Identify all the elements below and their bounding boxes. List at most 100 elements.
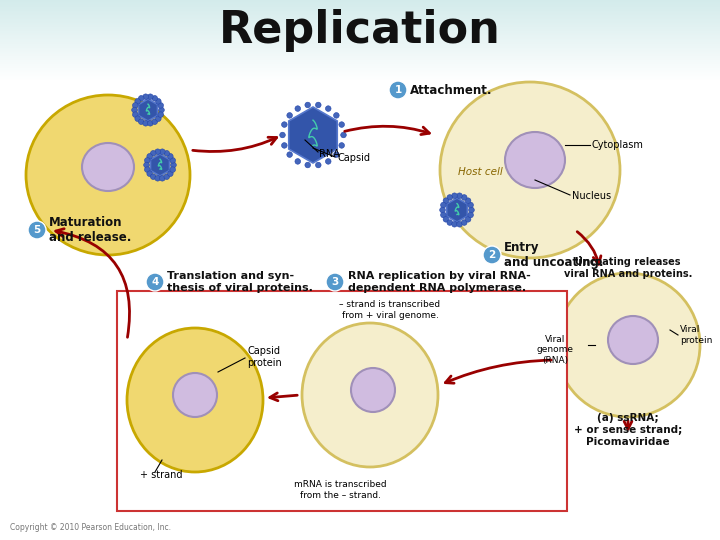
Circle shape — [469, 207, 474, 213]
Bar — [0, 11, 720, 12]
Ellipse shape — [608, 316, 658, 364]
Circle shape — [147, 171, 153, 177]
Bar — [0, 74, 720, 75]
Circle shape — [447, 194, 453, 200]
Bar — [0, 75, 720, 76]
Circle shape — [279, 132, 285, 138]
Bar — [0, 58, 720, 59]
Bar — [0, 72, 720, 73]
Bar — [0, 61, 720, 62]
Bar — [0, 76, 720, 77]
Circle shape — [152, 96, 158, 101]
Circle shape — [145, 167, 150, 172]
Bar — [0, 19, 720, 20]
Text: 4: 4 — [151, 277, 158, 287]
Circle shape — [333, 152, 339, 157]
Bar — [0, 69, 720, 70]
Circle shape — [451, 221, 457, 227]
Bar — [0, 1, 720, 2]
Bar — [0, 17, 720, 18]
Circle shape — [443, 217, 449, 222]
Circle shape — [443, 198, 449, 204]
Bar — [0, 0, 720, 1]
Circle shape — [326, 273, 344, 291]
Polygon shape — [289, 107, 337, 163]
Bar — [0, 12, 720, 13]
Bar — [0, 38, 720, 39]
Circle shape — [451, 193, 457, 199]
Text: Copyright © 2010 Pearson Education, Inc.: Copyright © 2010 Pearson Education, Inc. — [10, 523, 171, 532]
Bar — [0, 23, 720, 24]
Circle shape — [168, 153, 173, 159]
Circle shape — [148, 120, 153, 126]
Circle shape — [132, 103, 138, 108]
Circle shape — [143, 94, 148, 99]
Circle shape — [152, 119, 158, 125]
Bar — [0, 53, 720, 54]
Circle shape — [325, 106, 331, 111]
Ellipse shape — [82, 143, 134, 191]
Text: Cytoplasm: Cytoplasm — [592, 140, 644, 150]
Bar — [0, 25, 720, 26]
Circle shape — [282, 143, 287, 148]
Circle shape — [156, 98, 161, 104]
Text: 3: 3 — [331, 277, 338, 287]
Bar — [0, 10, 720, 11]
Circle shape — [147, 153, 153, 159]
Bar — [0, 28, 720, 29]
Bar — [0, 40, 720, 41]
Circle shape — [155, 149, 161, 154]
Text: Translation and syn-
thesis of viral proteins.: Translation and syn- thesis of viral pro… — [167, 271, 313, 293]
Bar — [0, 73, 720, 74]
Bar — [0, 15, 720, 16]
Bar — [0, 52, 720, 53]
Bar — [0, 2, 720, 3]
Polygon shape — [138, 99, 158, 121]
Circle shape — [143, 120, 148, 126]
Circle shape — [447, 220, 453, 225]
Circle shape — [170, 158, 176, 163]
Text: Maturation
and release.: Maturation and release. — [49, 216, 131, 244]
Bar — [0, 16, 720, 17]
Bar — [0, 27, 720, 28]
Ellipse shape — [26, 95, 190, 255]
Circle shape — [164, 151, 169, 156]
Bar — [0, 46, 720, 47]
Circle shape — [441, 202, 446, 208]
Circle shape — [333, 113, 339, 118]
Circle shape — [135, 98, 140, 104]
Text: (a) ssRNA;
+ or sense strand;
Picomaviridae: (a) ssRNA; + or sense strand; Picomaviri… — [574, 414, 682, 447]
Circle shape — [305, 162, 310, 168]
Bar — [0, 78, 720, 79]
Bar — [0, 71, 720, 72]
Ellipse shape — [127, 328, 263, 472]
FancyBboxPatch shape — [117, 291, 567, 511]
Text: RNA replication by viral RNA-
dependent RNA polymerase.: RNA replication by viral RNA- dependent … — [348, 271, 531, 293]
Circle shape — [135, 116, 140, 122]
Bar — [0, 24, 720, 25]
Bar — [0, 67, 720, 68]
Circle shape — [468, 212, 474, 218]
Circle shape — [164, 174, 169, 179]
Circle shape — [465, 198, 471, 204]
Text: – strand is transcribed
from + viral genome.: – strand is transcribed from + viral gen… — [339, 300, 441, 320]
Ellipse shape — [351, 368, 395, 412]
Circle shape — [339, 122, 344, 127]
Circle shape — [144, 162, 149, 168]
Bar — [0, 5, 720, 6]
Circle shape — [158, 107, 164, 113]
Bar — [0, 65, 720, 66]
Text: + strand: + strand — [140, 470, 182, 480]
Circle shape — [295, 106, 300, 111]
Circle shape — [132, 107, 138, 113]
Bar — [0, 56, 720, 57]
Circle shape — [456, 193, 462, 199]
Bar — [0, 45, 720, 46]
Polygon shape — [446, 198, 467, 222]
Circle shape — [150, 151, 156, 156]
Circle shape — [170, 167, 176, 172]
Text: Replication: Replication — [219, 9, 501, 51]
Bar — [0, 63, 720, 64]
Circle shape — [389, 81, 407, 99]
Bar — [0, 34, 720, 35]
